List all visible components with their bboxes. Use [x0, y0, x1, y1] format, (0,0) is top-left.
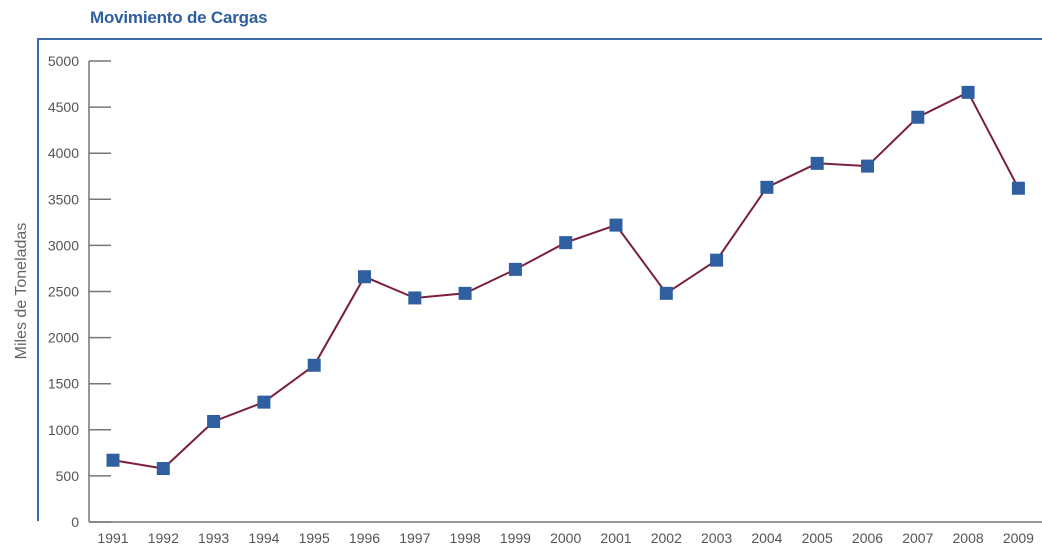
y-tick-label: 1000 [48, 422, 79, 438]
data-point-marker [760, 180, 774, 194]
x-tick-label: 2001 [600, 530, 631, 546]
data-point-marker [710, 253, 724, 267]
data-point-marker [257, 395, 271, 409]
y-tick-label: 4000 [48, 145, 79, 161]
x-tick-label: 2005 [802, 530, 833, 546]
y-tick-label: 500 [56, 468, 80, 484]
x-tick-label: 2007 [902, 530, 933, 546]
y-tick-label: 1500 [48, 376, 79, 392]
y-tick-label: 2500 [48, 284, 79, 300]
data-point-marker [861, 159, 874, 173]
data-point-marker [408, 291, 422, 305]
y-tick-label: 0 [71, 514, 79, 530]
data-point-marker [156, 462, 170, 476]
x-tick-label: 1996 [349, 530, 380, 546]
x-tick-label: 2003 [701, 530, 732, 546]
data-point-marker [458, 286, 472, 300]
x-axis: 1991 1992 1993 1994 1995 1996 1997 1998 1999 2000… [89, 521, 1042, 546]
x-tick-label: 2008 [953, 530, 984, 546]
data-point-marker [1011, 181, 1025, 195]
x-tick-label: 2000 [550, 530, 581, 546]
x-tick-label: 1998 [450, 530, 481, 546]
data-point-marker [207, 415, 221, 429]
data-point-marker [307, 358, 321, 372]
series-line [112, 90, 1020, 470]
x-tick-label: 2002 [651, 530, 682, 546]
series-layer [106, 85, 1025, 476]
x-tick-label: 1991 [97, 530, 128, 546]
y-axis-label: Miles de Toneladas [13, 223, 30, 360]
y-tick-label: 2000 [48, 330, 79, 346]
chart-frame [37, 38, 1042, 521]
x-tick-label: 1992 [148, 530, 179, 546]
data-point-marker [358, 270, 371, 284]
data-point-marker [659, 286, 673, 300]
x-tick-label: 2006 [852, 530, 883, 546]
x-tick-label: 2009 [1003, 530, 1034, 546]
data-point-marker [508, 262, 522, 276]
x-tick-label: 1997 [399, 530, 430, 546]
x-tick-label: 1994 [248, 530, 279, 546]
x-tick-label: 2004 [751, 530, 782, 546]
y-axis: 0 500 1000 1500 2000 2500 3000 3500 4000 4500 5000 [48, 53, 111, 530]
data-point-marker [106, 453, 120, 467]
data-point-marker [961, 85, 975, 99]
data-point-marker [810, 156, 824, 170]
y-tick-label: 3000 [48, 237, 79, 253]
frame-line [37, 38, 1042, 521]
data-point-marker [911, 110, 925, 124]
x-tick-label: 1993 [198, 530, 229, 546]
chart-title: Movimiento de Cargas [90, 8, 268, 27]
data-point-marker [609, 218, 623, 232]
y-tick-label: 5000 [48, 53, 79, 69]
y-tick-label: 4500 [48, 99, 79, 115]
x-tick-label: 1999 [500, 530, 531, 546]
data-point-marker [559, 236, 573, 250]
y-tick-label: 3500 [48, 191, 79, 207]
x-tick-label: 1995 [299, 530, 330, 546]
